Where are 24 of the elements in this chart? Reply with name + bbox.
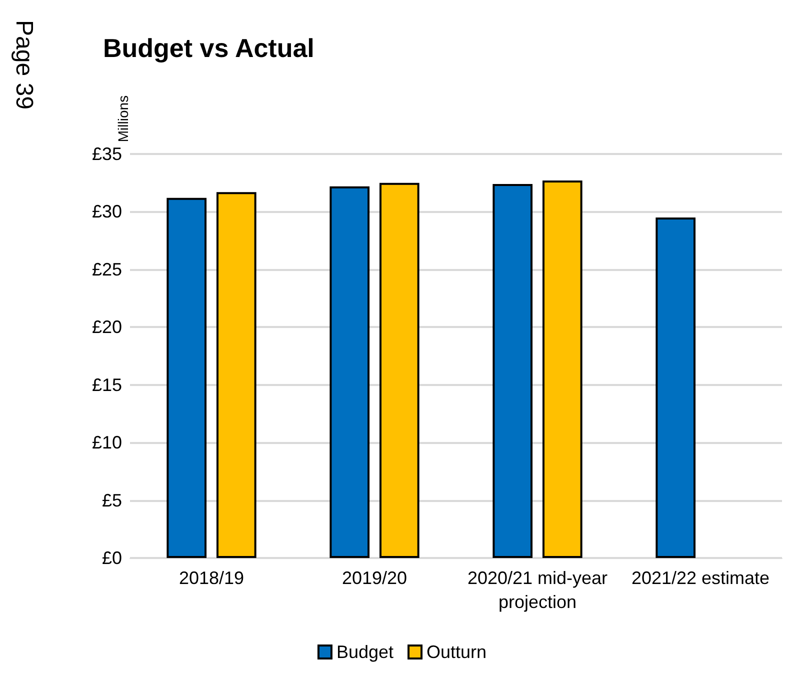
legend-label: Outturn	[426, 642, 487, 662]
bar	[166, 198, 207, 558]
y-tick-label: £25	[92, 259, 122, 280]
y-tick-label: £15	[92, 374, 122, 395]
bar	[330, 186, 370, 558]
bar	[216, 192, 256, 558]
y-tick-label: £30	[92, 202, 122, 222]
bar	[542, 180, 582, 558]
x-tick-label: 2020/21 mid-year projection	[467, 568, 608, 612]
y-tick-label: £0	[102, 548, 122, 568]
bar	[656, 217, 696, 558]
y-tick-label: £5	[102, 490, 122, 510]
y-tick-label: £10	[92, 432, 122, 453]
legend-label: Budget	[336, 642, 394, 662]
x-tick-label: 2018/19	[178, 568, 244, 588]
bar	[492, 184, 533, 558]
y-tick-label: £20	[92, 317, 122, 338]
chart-title: Budget vs Actual	[103, 33, 314, 63]
x-tick-label: 2019/20	[342, 568, 408, 588]
y-axis-title: Millions	[115, 95, 131, 142]
text: Page 39	[10, 20, 38, 110]
y-tick-label: £35	[92, 144, 122, 164]
x-tick-label: 2021/22 estimate	[631, 568, 770, 588]
bar	[379, 182, 420, 558]
